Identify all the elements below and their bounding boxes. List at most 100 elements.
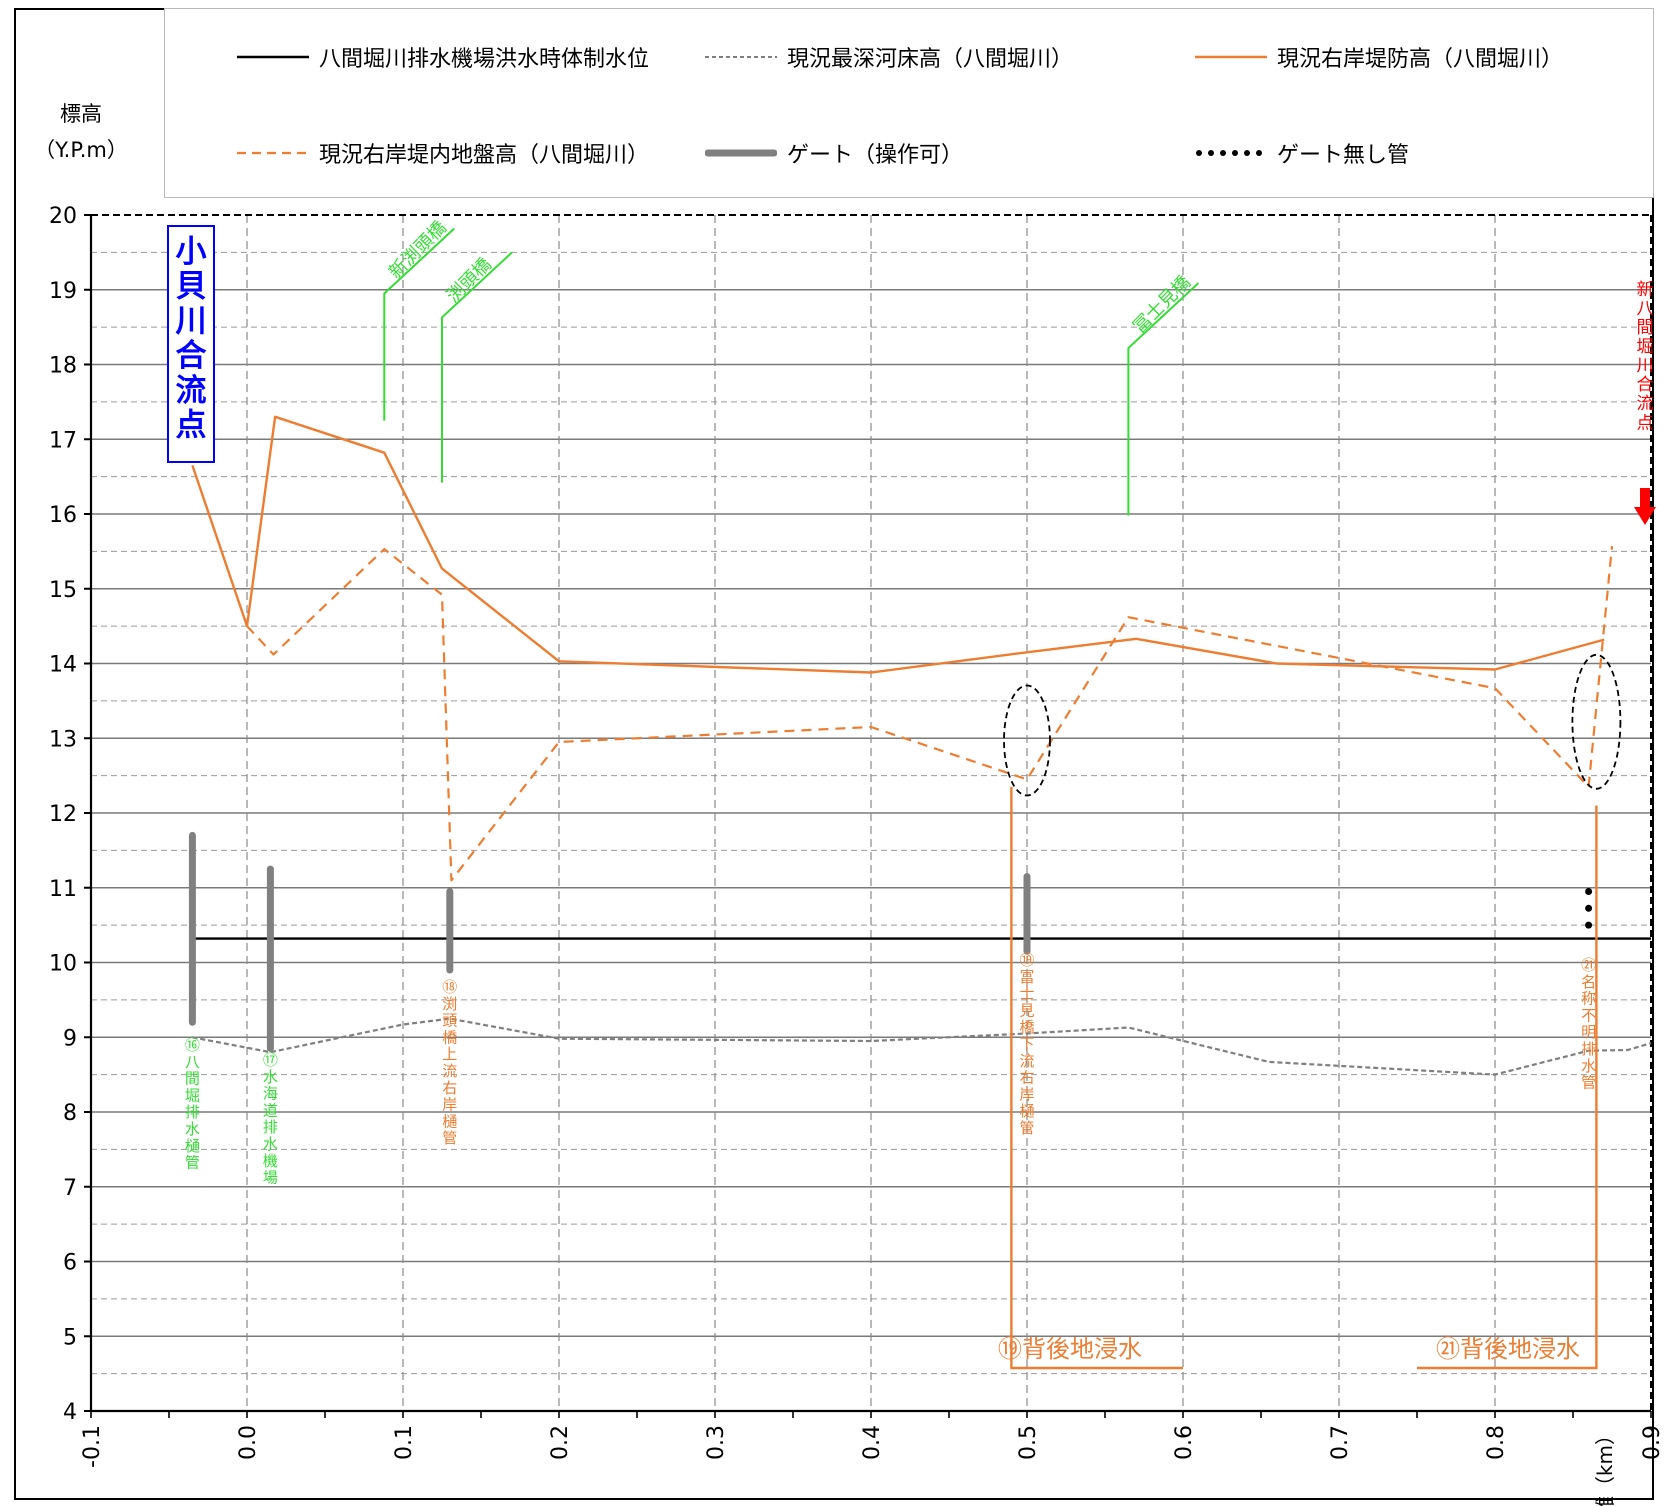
confluence-left-label-char: 合: [176, 338, 207, 374]
inundation-label: ⑲背後地浸水: [998, 1335, 1142, 1363]
legend-label: ゲート（操作可）: [787, 143, 964, 168]
confluence-right-label-char: 点: [1637, 413, 1654, 433]
no-gate-dot: [1585, 921, 1593, 929]
y-tick-label: 11: [49, 877, 77, 902]
facility-label-char: 下: [1019, 1035, 1034, 1053]
highlight-ellipse: [1571, 653, 1622, 790]
facility-label-char: 管: [442, 1129, 457, 1147]
bridge-label: 新渕頭橋: [385, 217, 451, 283]
y-tick-label: 12: [49, 802, 77, 827]
confluence-left-label-char: 小: [176, 234, 207, 270]
legend-swatch: [237, 151, 309, 155]
y-tick-label: 5: [63, 1325, 77, 1350]
legend: 八間堀川排水機場洪水時体制水位 現況最深河床高（八間堀川） 現況右岸堤防高（八間堀川…: [164, 8, 1654, 198]
confluence-right-label-char: 八: [1637, 299, 1654, 319]
legend-label: ゲート無し管: [1277, 143, 1410, 168]
facility-label-char: 士: [1019, 985, 1034, 1003]
facility-label-char: ⑱: [442, 978, 457, 996]
legend-item: ゲート（操作可）: [705, 133, 963, 173]
inundation-bracket: [1010, 786, 1183, 1370]
facility-label-char: 管: [1581, 1074, 1596, 1092]
facility-label-char: 排: [263, 1118, 278, 1136]
confluence-right-label-char: 堀: [1637, 337, 1654, 357]
no-gate-dot: [1585, 904, 1593, 912]
confluence-left-label-char: 流: [176, 373, 207, 409]
y-tick-label: 16: [49, 503, 77, 528]
x-tick-label: 0.4: [860, 1425, 885, 1460]
facility-label-char: ⑯: [185, 1036, 200, 1054]
confluence-right-label-char: 間: [1637, 318, 1654, 338]
facility-label-char: 排: [1581, 1040, 1596, 1058]
x-tick-label: 0.6: [1172, 1425, 1197, 1460]
y-tick-label: 10: [49, 952, 77, 977]
facility-label-char: 場: [263, 1169, 278, 1187]
y-axis-label-line2: （Y.P.m）: [34, 138, 128, 162]
facility-label-char: 岸: [1019, 1085, 1034, 1103]
facility-label-char: 見: [1019, 1001, 1034, 1019]
facility-label-char: 樋: [185, 1137, 200, 1155]
highlight-ellipse: [1003, 684, 1051, 797]
facility-label-char: 橋: [1019, 1018, 1034, 1036]
legend-label: 八間堀川排水機場洪水時体制水位: [319, 47, 650, 72]
y-tick-label: 13: [49, 727, 77, 752]
bridge-leader: [383, 227, 455, 421]
y-tick-label: 6: [63, 1251, 77, 1276]
confluence-right-label-char: 合: [1637, 375, 1654, 395]
facility-label-char: 排: [185, 1103, 200, 1121]
legend-swatch: [1196, 150, 1262, 156]
y-tick-label: 20: [49, 204, 77, 229]
legend-item: ゲート無し管: [1195, 133, 1409, 173]
facility-label-char: 水: [263, 1135, 278, 1153]
x-tick-label: 0.2: [548, 1425, 573, 1460]
facility-label-char: 堀: [185, 1086, 200, 1104]
facility-label-char: 水: [185, 1120, 200, 1138]
confluence-left-label-char: 川: [176, 303, 207, 339]
x-tick-label: 0.3: [704, 1425, 729, 1460]
y-tick-label: 17: [49, 428, 77, 453]
legend-item: 現況右岸堤内地盤高（八間堀川）: [237, 133, 649, 173]
down-arrow-icon: [1634, 488, 1656, 525]
facility-label-char: 管: [185, 1154, 200, 1172]
facility-label-char: ㉑: [1581, 956, 1596, 974]
facility-label-char: 道: [263, 1101, 278, 1119]
x-tick-label: 0.9: [1640, 1425, 1665, 1460]
facility-label-char: 岸: [442, 1096, 457, 1114]
y-tick-label: 19: [49, 279, 77, 304]
facility-label-char: 称: [1581, 990, 1596, 1008]
legend-swatch: [705, 56, 777, 58]
legend-label: 現況右岸堤内地盤高（八間堀川）: [319, 143, 650, 168]
facility-label-char: 橋: [442, 1028, 457, 1046]
x-axis-label: 距離（km）: [1593, 1425, 1617, 1506]
y-tick-label: 15: [49, 578, 77, 603]
legend-label: 現況右岸堤防高（八間堀川）: [1277, 47, 1564, 72]
y-tick-label: 4: [63, 1400, 77, 1425]
facility-label-char: 水: [1581, 1057, 1596, 1075]
series-line: [246, 545, 1614, 882]
facility-label-char: 上: [442, 1045, 457, 1063]
facility-label-char: 水: [263, 1068, 278, 1086]
facility-label-char: 間: [185, 1070, 200, 1088]
confluence-left-box: [167, 225, 215, 463]
facility-label-char: 渕: [442, 995, 457, 1013]
facility-label-char: 右: [442, 1079, 457, 1097]
inundation-label: ㉑背後地浸水: [1436, 1335, 1580, 1363]
bridge-leader: [441, 251, 513, 483]
x-tick-label: 0.1: [392, 1425, 417, 1460]
y-axis-label-line1: 標高: [60, 102, 102, 126]
series-line: [192, 1017, 1652, 1076]
legend-swatch: [705, 149, 777, 157]
x-tick-label: 0.7: [1328, 1425, 1353, 1460]
legend-swatch: [1195, 55, 1267, 59]
facility-label-char: 右: [1019, 1069, 1034, 1087]
facility-label-char: 海: [263, 1085, 278, 1103]
y-tick-label: 8: [63, 1101, 77, 1126]
facility-label-char: 頭: [442, 1012, 457, 1030]
facility-label-char: 管: [1019, 1119, 1034, 1137]
y-tick-label: 14: [49, 653, 77, 678]
series-line: [191, 415, 1605, 674]
bridge-label: 冨士見橋: [1129, 272, 1195, 338]
